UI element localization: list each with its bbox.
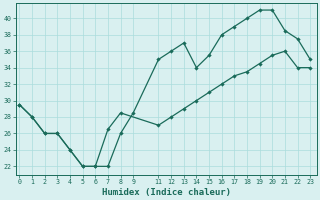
X-axis label: Humidex (Indice chaleur): Humidex (Indice chaleur) bbox=[101, 188, 231, 197]
